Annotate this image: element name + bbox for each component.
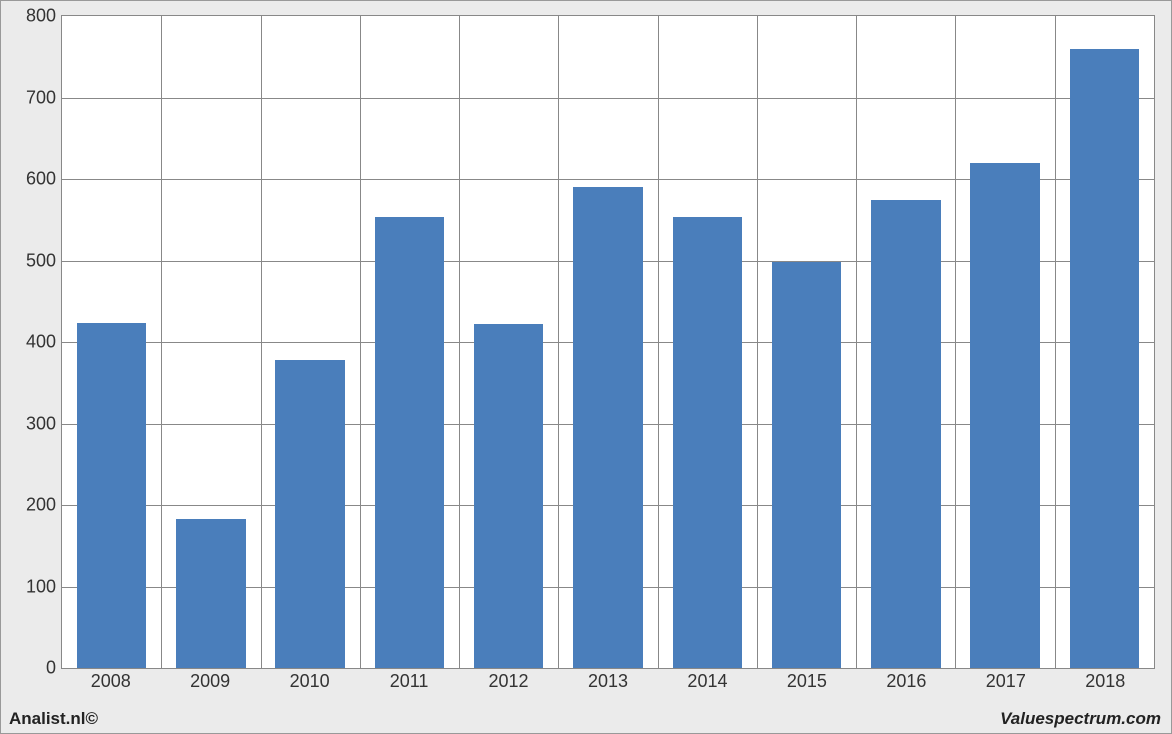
- y-tick-label: 100: [26, 576, 56, 597]
- y-tick-label: 800: [26, 6, 56, 27]
- y-tick-label: 300: [26, 413, 56, 434]
- x-tick-label: 2009: [190, 671, 230, 692]
- y-tick-label: 600: [26, 169, 56, 190]
- x-tick-label: 2013: [588, 671, 628, 692]
- bar: [474, 324, 543, 668]
- x-tick-label: 2011: [390, 671, 429, 692]
- gridline-v: [261, 16, 262, 668]
- bar: [77, 323, 146, 668]
- gridline-v: [856, 16, 857, 668]
- gridline-v: [757, 16, 758, 668]
- bar: [970, 163, 1039, 668]
- bar: [673, 217, 742, 668]
- gridline-v: [955, 16, 956, 668]
- bar: [573, 187, 642, 668]
- plot-area: 0100200300400500600700800: [61, 15, 1155, 669]
- x-tick-label: 2012: [489, 671, 529, 692]
- gridline-v: [658, 16, 659, 668]
- gridline-v: [558, 16, 559, 668]
- y-tick-label: 0: [46, 658, 56, 679]
- gridline-v: [1055, 16, 1056, 668]
- footer-left-credit: Analist.nl©: [9, 709, 98, 729]
- x-axis-labels: 2008 2009 2010 2011 2012 2013 2014 2015 2016 2017…: [61, 671, 1155, 697]
- bar: [871, 200, 940, 668]
- gridline-v: [360, 16, 361, 668]
- y-tick-label: 500: [26, 250, 56, 271]
- gridline-v: [161, 16, 162, 668]
- bar: [176, 519, 245, 668]
- x-tick-label: 2010: [290, 671, 330, 692]
- x-tick-label: 2015: [787, 671, 827, 692]
- y-tick-label: 400: [26, 332, 56, 353]
- y-tick-label: 200: [26, 495, 56, 516]
- x-tick-label: 2018: [1085, 671, 1125, 692]
- gridline-h: [62, 98, 1154, 99]
- y-tick-label: 700: [26, 87, 56, 108]
- x-tick-label: 2016: [886, 671, 926, 692]
- x-tick-label: 2017: [986, 671, 1026, 692]
- bar: [275, 360, 344, 668]
- x-tick-label: 2014: [687, 671, 727, 692]
- chart-container: 0100200300400500600700800 20082009201020…: [7, 7, 1165, 703]
- bar: [1070, 49, 1139, 668]
- gridline-v: [459, 16, 460, 668]
- bar: [772, 262, 841, 668]
- x-tick-label: 2008: [91, 671, 131, 692]
- footer-right-credit: Valuespectrum.com: [1000, 709, 1161, 729]
- bar: [375, 217, 444, 668]
